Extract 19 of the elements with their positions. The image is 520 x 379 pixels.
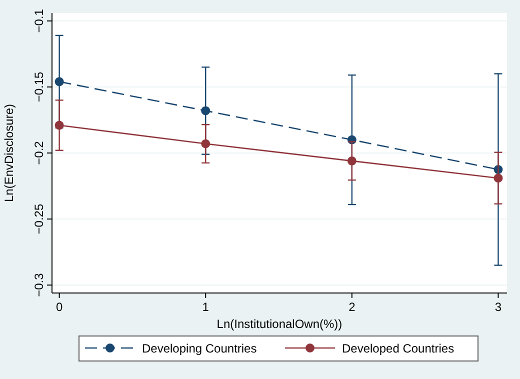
x-axis-title: Ln(InstitutionalOwn(%)): [216, 317, 342, 331]
point: [54, 77, 64, 86]
point: [494, 174, 503, 183]
x-tick-label: 2: [348, 300, 356, 314]
y-axis-title: Ln(EnvDisclosure): [2, 104, 16, 202]
y-tick-label: −0.2: [32, 140, 46, 165]
x-tick-label: 1: [202, 300, 210, 314]
point: [201, 139, 210, 148]
y-tick-label: −0.15: [32, 71, 46, 102]
legend-label: Developing Countries: [142, 342, 257, 356]
x-tick-label: 0: [56, 300, 63, 314]
point: [201, 106, 210, 116]
point: [54, 120, 64, 130]
legend-label: Developed Countries: [342, 342, 454, 356]
point: [347, 156, 356, 166]
y-tick-label: −0.3: [32, 272, 46, 297]
y-tick-label: −0.1: [32, 8, 46, 33]
y-tick-label: −0.25: [32, 204, 46, 234]
x-tick-label: 3: [494, 300, 502, 314]
